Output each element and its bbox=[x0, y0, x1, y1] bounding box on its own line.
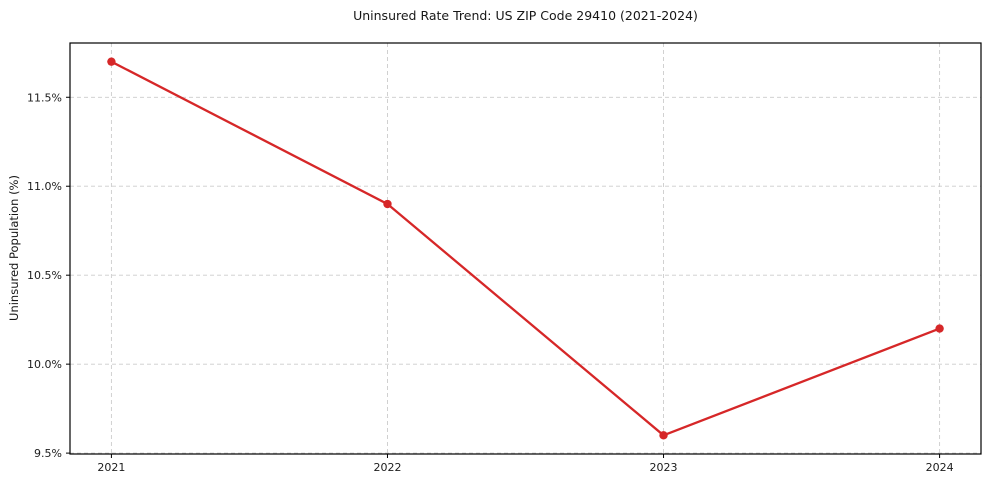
plot-border bbox=[69, 42, 982, 455]
chart-title: Uninsured Rate Trend: US ZIP Code 29410 … bbox=[353, 8, 698, 23]
x-tick-label: 2023 bbox=[650, 461, 678, 474]
data-point-marker bbox=[935, 324, 944, 333]
x-tick-label: 2021 bbox=[97, 461, 125, 474]
data-point-marker bbox=[383, 199, 392, 209]
y-tick-label: 11.0% bbox=[27, 180, 62, 193]
y-tick-label: 10.5% bbox=[27, 269, 62, 282]
y-tick-label: 9.5% bbox=[34, 447, 62, 460]
data-point-marker bbox=[107, 57, 116, 66]
y-tick-label: 11.5% bbox=[27, 91, 62, 104]
x-tick-label: 2022 bbox=[373, 461, 401, 474]
data-point-marker bbox=[659, 431, 668, 440]
y-tick-label: 10.0% bbox=[27, 358, 62, 371]
trend-line bbox=[110, 60, 941, 437]
x-tick-label: 2024 bbox=[926, 461, 954, 474]
